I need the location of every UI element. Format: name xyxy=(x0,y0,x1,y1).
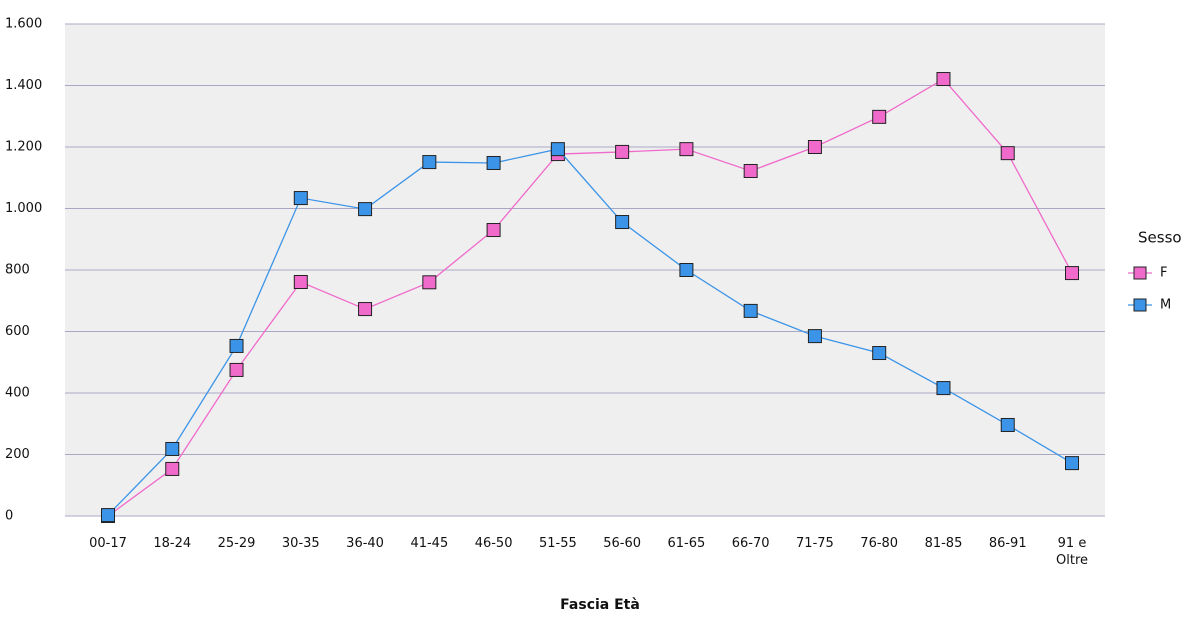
y-tick-label: 1.600 xyxy=(5,17,42,32)
data-point xyxy=(165,441,180,456)
x-tick-label: 36-40 xyxy=(346,536,384,551)
x-tick-label: 86-91 xyxy=(988,536,1027,551)
x-tick-label: 91 e Oltre xyxy=(1056,536,1088,568)
data-point xyxy=(486,223,501,238)
data-point xyxy=(1000,417,1015,432)
series-line xyxy=(107,78,1073,517)
x-tick-label: 81-85 xyxy=(924,536,963,551)
y-tick-label: 400 xyxy=(5,386,30,401)
data-point xyxy=(807,329,822,344)
x-tick-label: 66-70 xyxy=(731,536,770,551)
legend-marker xyxy=(1133,298,1147,312)
x-tick-label: 25-29 xyxy=(217,536,256,551)
data-point xyxy=(615,144,630,159)
data-point xyxy=(872,346,887,361)
x-tick-label: 61-65 xyxy=(667,536,706,551)
data-point xyxy=(679,263,694,277)
data-point xyxy=(743,303,758,318)
data-point xyxy=(615,215,630,230)
series-line xyxy=(107,148,1073,516)
data-point xyxy=(679,142,694,157)
data-point xyxy=(422,155,437,170)
y-tick-label: 200 xyxy=(5,447,30,462)
x-tick-label: 00-17 xyxy=(89,536,127,551)
data-point xyxy=(1000,146,1015,161)
data-point xyxy=(101,508,115,523)
y-tick-label: 800 xyxy=(5,263,30,278)
legend-title: Sesso xyxy=(1138,229,1182,247)
data-point xyxy=(550,142,565,157)
data-point xyxy=(807,140,822,154)
data-point xyxy=(358,202,373,217)
data-point xyxy=(358,302,373,317)
data-point xyxy=(936,381,951,396)
x-tick-label: 71-75 xyxy=(796,536,834,551)
legend-marker xyxy=(1133,266,1147,280)
x-tick-label: 56-60 xyxy=(603,536,642,551)
x-tick-label: 41-45 xyxy=(410,536,449,551)
data-point xyxy=(422,275,437,290)
data-point xyxy=(872,109,887,124)
x-tick-label: 46-50 xyxy=(474,536,513,551)
data-point xyxy=(936,72,951,87)
x-tick-label: 76-80 xyxy=(860,536,899,551)
y-tick-label: 0 xyxy=(5,509,13,524)
y-tick-label: 1.200 xyxy=(5,140,42,155)
data-point xyxy=(293,191,308,206)
y-tick-label: 600 xyxy=(5,324,30,339)
data-point xyxy=(165,461,180,476)
data-point xyxy=(1065,456,1079,471)
y-tick-label: 1.400 xyxy=(5,78,42,93)
data-point xyxy=(229,362,244,377)
data-point xyxy=(1065,266,1079,281)
x-axis-title: Fascia Età xyxy=(560,597,640,613)
legend-label: M xyxy=(1160,298,1171,313)
data-point xyxy=(743,163,758,178)
x-tick-label: 30-35 xyxy=(281,536,320,551)
data-point xyxy=(293,274,308,289)
y-tick-label: 1.000 xyxy=(5,201,42,216)
legend-label: F xyxy=(1160,266,1167,281)
x-tick-label: 51-55 xyxy=(538,536,577,551)
data-point xyxy=(229,338,244,353)
x-tick-label: 18-24 xyxy=(153,536,192,551)
data-point xyxy=(486,155,501,170)
